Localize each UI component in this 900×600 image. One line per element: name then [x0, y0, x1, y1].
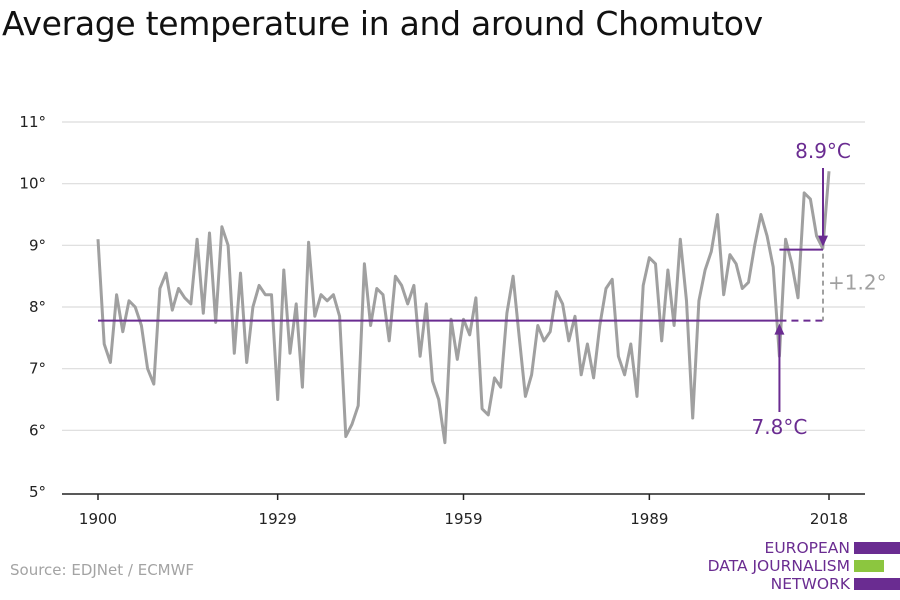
difference-label: +1.2°: [828, 271, 887, 295]
recent-value-label: 8.9°C: [795, 139, 851, 163]
baseline-arrow-head: [774, 323, 785, 335]
logo-bar-2: [854, 560, 884, 572]
y-tick-label: 11°: [19, 113, 46, 131]
y-tick-label: 8°: [29, 298, 46, 316]
y-tick-label: 9°: [29, 236, 46, 254]
reference-lines: +1.2° 7.8°C 8.9°C: [98, 139, 887, 439]
chart-title: Average temperature in and around Chomut…: [2, 4, 763, 43]
x-axis: 1900 1929 1959 1989 2018: [79, 494, 848, 528]
y-tick-label: 7°: [29, 360, 46, 378]
logo-line-3: NETWORK: [770, 575, 850, 593]
series-line: [96, 171, 831, 445]
x-tick-label: 1959: [444, 510, 482, 528]
x-tick-label: 2018: [810, 510, 848, 528]
x-tick-label: 1900: [79, 510, 117, 528]
logo-bar-3: [854, 578, 900, 590]
y-tick-label: 6°: [29, 421, 46, 439]
edjnet-logo: EUROPEAN DATA JOURNALISM NETWORK: [700, 538, 900, 598]
series-group: [96, 171, 831, 445]
gridlines: [62, 121, 865, 431]
logo-line-2: DATA JOURNALISM: [707, 557, 850, 575]
source-note: Source: EDJNet / ECMWF: [10, 561, 195, 579]
logo-line-1: EUROPEAN: [764, 539, 850, 557]
y-tick-label: 10°: [19, 175, 46, 193]
y-axis-tick-labels: 5° 6° 7° 8° 9° 10° 11°: [19, 113, 46, 501]
y-tick-label: 5°: [29, 483, 46, 501]
x-tick-label: 1929: [259, 510, 297, 528]
logo-bar-1: [854, 542, 900, 554]
x-tick-label: 1989: [630, 510, 668, 528]
recent-arrow-head: [818, 235, 828, 247]
baseline-value-label: 7.8°C: [752, 415, 808, 439]
